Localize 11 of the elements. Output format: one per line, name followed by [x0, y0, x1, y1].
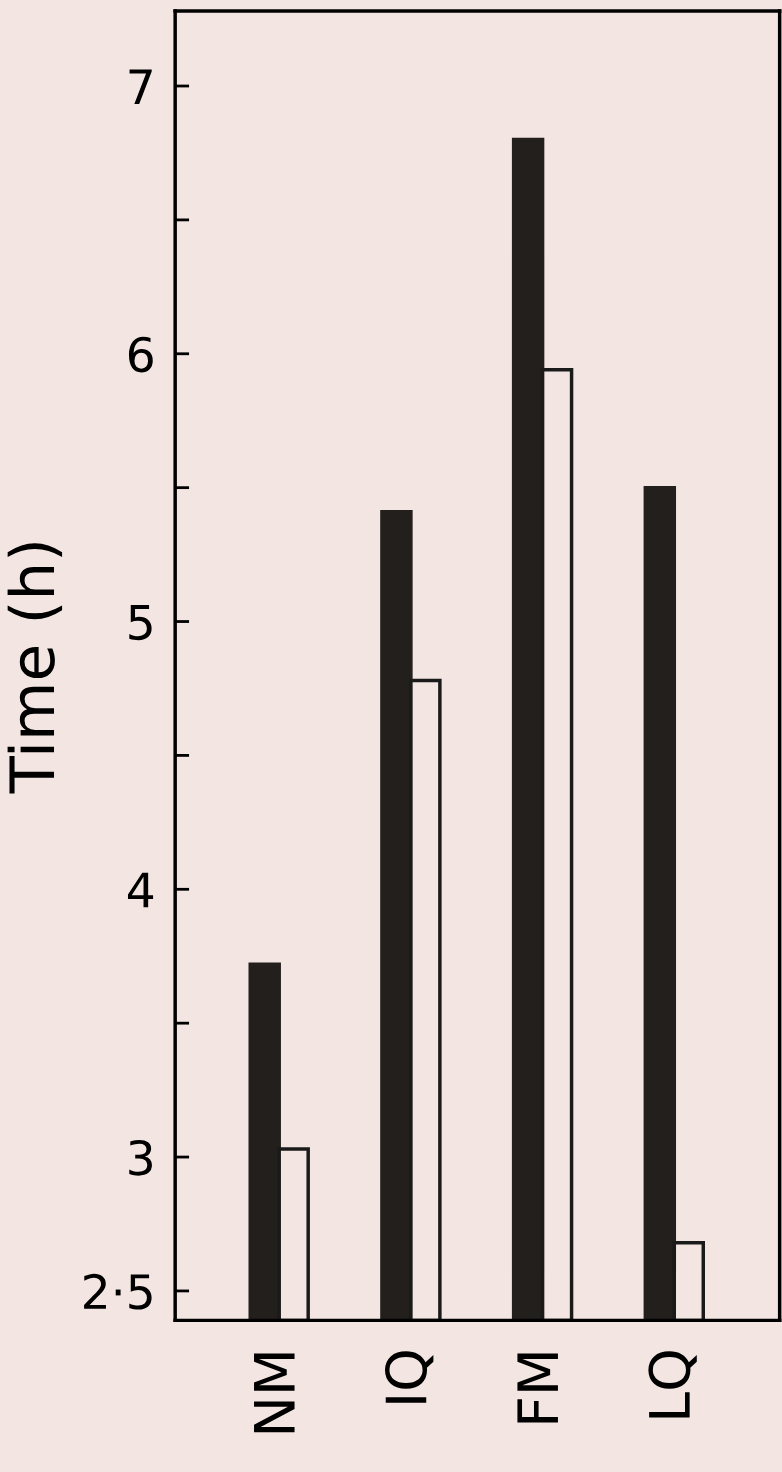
x-tick-label: LQ: [648, 1351, 697, 1418]
x-tick-label: IQ: [385, 1351, 434, 1403]
y-tick-label: 4: [127, 872, 154, 908]
y-tick-label: 2·5: [84, 1273, 152, 1310]
x-tick-label: NM: [254, 1353, 295, 1433]
x-tick-label: FM: [517, 1353, 558, 1423]
y-tick-label: 6: [128, 336, 153, 373]
y-tick-label: 3: [129, 1139, 152, 1176]
y-tick-label: 7: [129, 69, 152, 104]
y-axis-title: Time (h): [7, 543, 63, 794]
y-tick-label: 5: [129, 605, 152, 641]
